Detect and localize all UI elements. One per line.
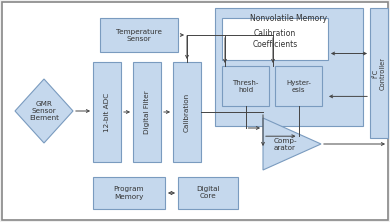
Bar xyxy=(215,8,363,126)
Text: 12-bit ADC: 12-bit ADC xyxy=(104,92,110,132)
Text: I²C
Controller: I²C Controller xyxy=(372,57,385,89)
Text: Thresh-
hold: Thresh- hold xyxy=(232,79,259,93)
Text: Temperature
Sensor: Temperature Sensor xyxy=(116,28,162,42)
Bar xyxy=(133,62,161,162)
Bar xyxy=(93,177,165,209)
Text: Comp-
arator: Comp- arator xyxy=(273,137,297,151)
Polygon shape xyxy=(15,79,73,143)
Bar xyxy=(93,62,121,162)
Text: GMR
Sensor
Element: GMR Sensor Element xyxy=(29,101,59,121)
Text: Program
Memory: Program Memory xyxy=(114,186,144,200)
Bar xyxy=(370,8,388,138)
Text: Digital Filter: Digital Filter xyxy=(144,90,150,134)
Text: Calibration: Calibration xyxy=(184,92,190,132)
Bar xyxy=(173,62,201,162)
Bar xyxy=(275,66,322,106)
Bar xyxy=(178,177,238,209)
Bar xyxy=(100,18,178,52)
Text: Calibration
Coefficients: Calibration Coefficients xyxy=(252,29,298,49)
Polygon shape xyxy=(263,118,321,170)
Text: Hyster-
esis: Hyster- esis xyxy=(286,79,311,93)
Bar xyxy=(222,18,328,60)
Bar xyxy=(222,66,269,106)
Text: Digital
Core: Digital Core xyxy=(196,186,220,200)
Text: Nonvolatile Memory: Nonvolatile Memory xyxy=(250,14,328,22)
